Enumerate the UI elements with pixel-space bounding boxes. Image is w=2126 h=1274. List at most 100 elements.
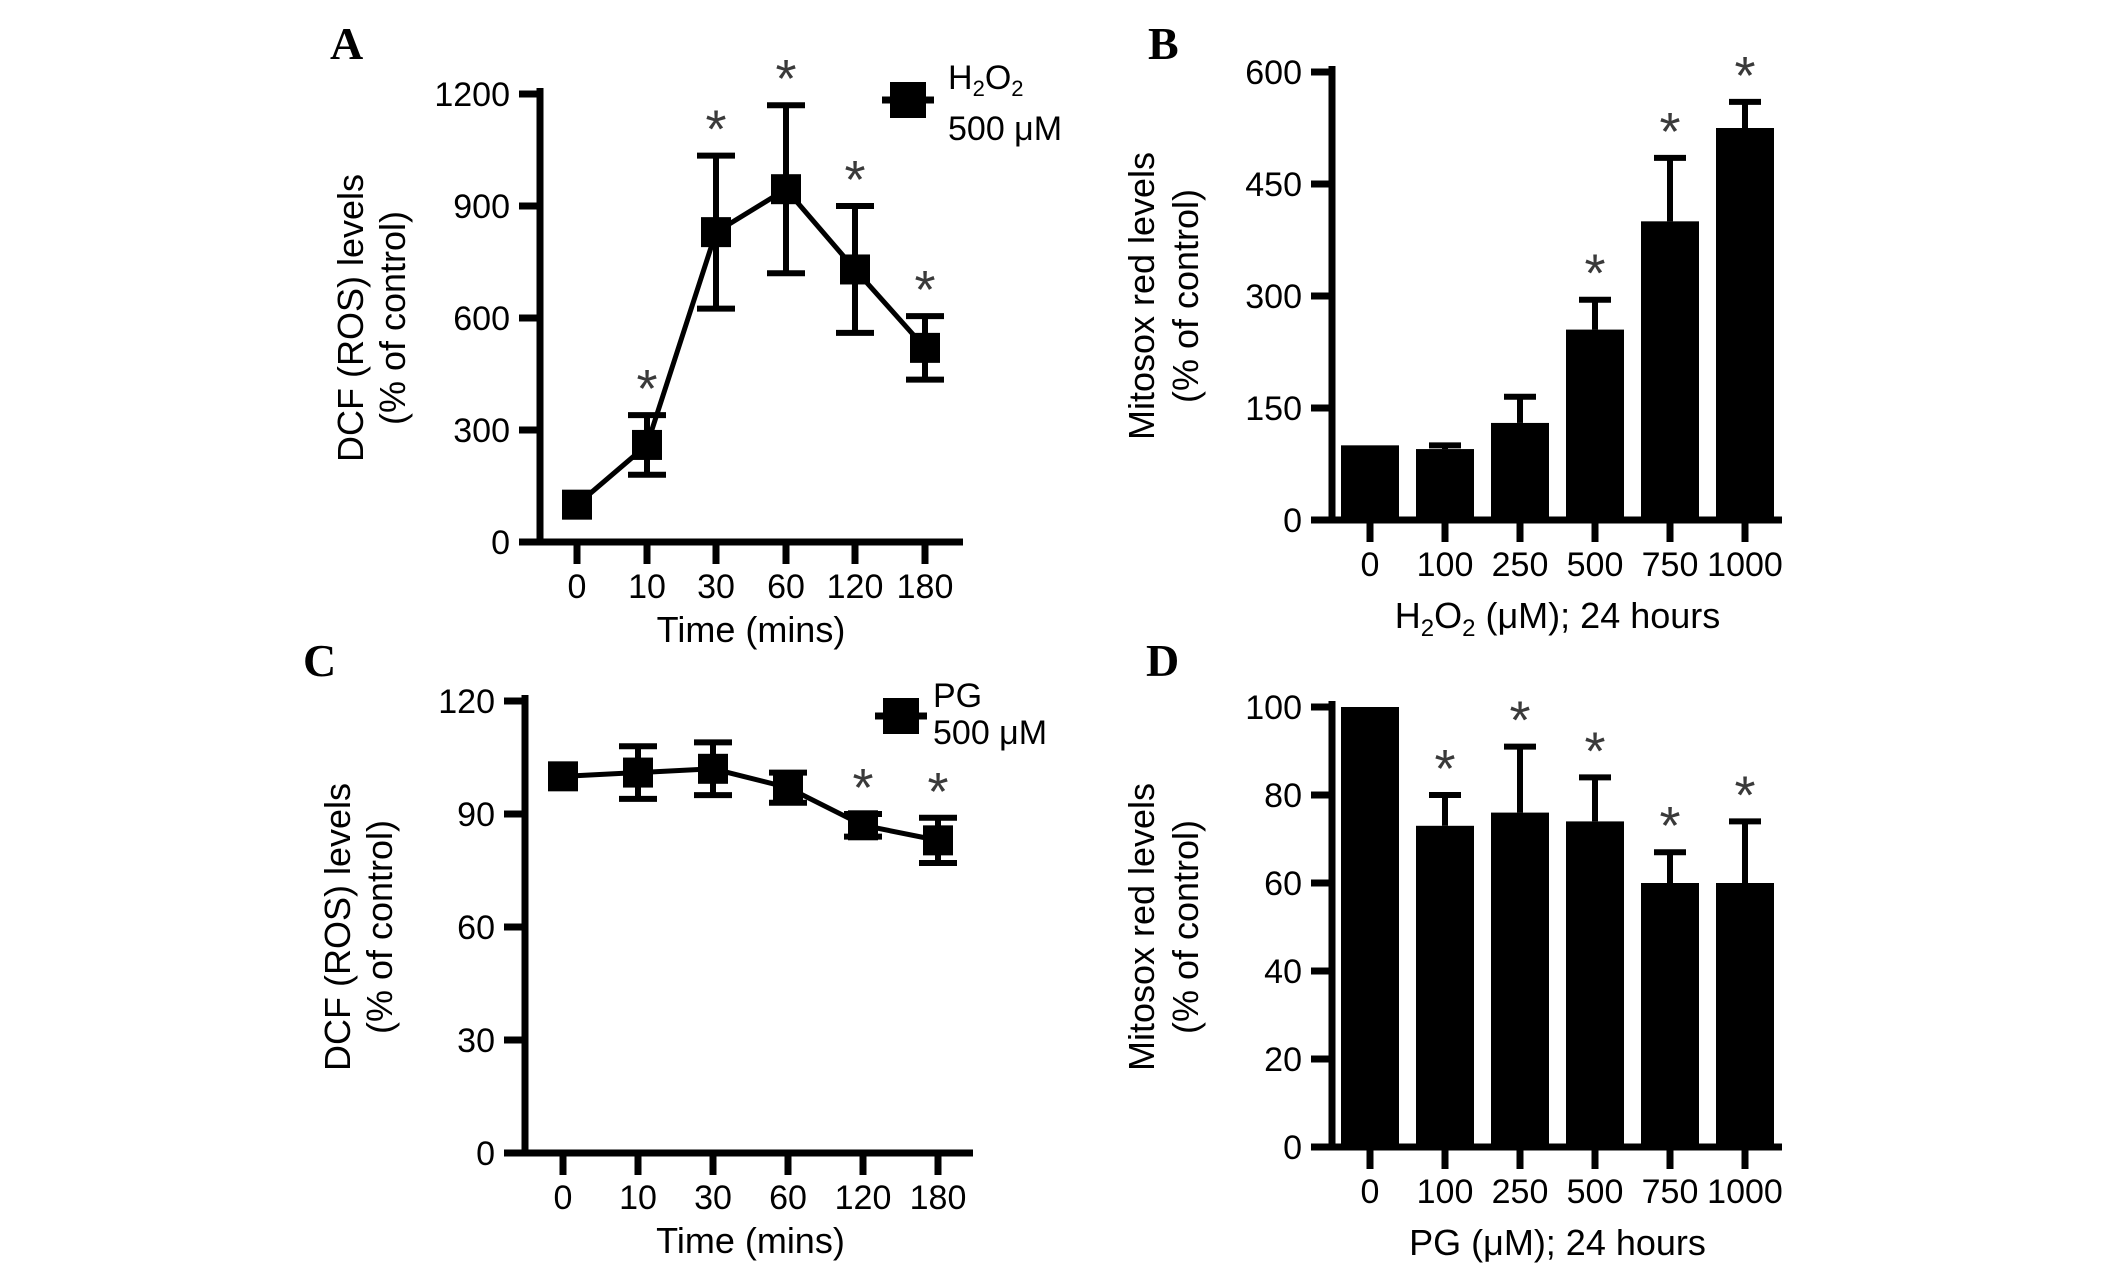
- y-tick-label: 1200: [434, 76, 510, 114]
- bar-750: [1641, 883, 1699, 1147]
- x-tick-label: 500: [1567, 1173, 1624, 1211]
- x-tick-label: 1000: [1707, 546, 1783, 584]
- x-tick-label: 250: [1492, 1173, 1549, 1211]
- significance-asterisk: *: [844, 150, 865, 210]
- x-tick-label: 750: [1642, 1173, 1699, 1211]
- x-tick-label: 0: [1361, 1173, 1380, 1211]
- y-tick-label: 20: [1264, 1041, 1302, 1079]
- significance-asterisk: *: [852, 758, 873, 818]
- data-point-marker: [548, 761, 578, 792]
- significance-asterisk: *: [636, 359, 657, 419]
- x-tick-label: 10: [628, 568, 666, 606]
- axes: [1328, 701, 1782, 1151]
- data-point-marker: [632, 429, 662, 460]
- legend-marker: [883, 698, 919, 734]
- x-tick-label: 180: [910, 1179, 967, 1217]
- y-axis-label: (% of control): [359, 820, 400, 1034]
- data-point-marker: [771, 174, 801, 205]
- x-tick-label: 0: [1361, 546, 1380, 584]
- data-point-marker: [701, 217, 731, 248]
- panel-c-chart-svg: 0 30 60 90 120 0 10 30 60 120 180 Time (mins) DCF (R…: [317, 677, 1047, 1261]
- y-tick-label: 300: [1245, 278, 1302, 316]
- significance-asterisk: *: [1659, 796, 1680, 856]
- y-tick-label: 300: [453, 412, 510, 450]
- significance-asterisk: *: [1734, 46, 1755, 106]
- y-tick-label: 600: [453, 300, 510, 338]
- bar-250: [1491, 422, 1549, 520]
- data-point-marker: [840, 254, 870, 285]
- significance-asterisk: *: [1734, 765, 1755, 825]
- y-axis-label: DCF (ROS) levels: [317, 783, 358, 1071]
- x-tick-label: 180: [897, 568, 954, 606]
- x-tick-label: 750: [1642, 546, 1699, 584]
- y-tick-label: 80: [1264, 777, 1302, 815]
- x-tick-label: 0: [554, 1179, 573, 1217]
- data-point-marker: [562, 489, 592, 520]
- panel-b-letter: B: [1148, 18, 1179, 69]
- significance-asterisk: *: [1509, 691, 1530, 751]
- y-tick-label: 900: [453, 188, 510, 226]
- panel-b-bar-chart: 0 150 300 450 600 0 100 250 500 750 1000 H2O2 (μM);…: [1120, 0, 1880, 660]
- bar-1000: [1716, 883, 1774, 1147]
- panel-c-letter: C: [303, 635, 337, 686]
- data-point-marker: [910, 332, 940, 363]
- y-tick-label: 60: [1264, 865, 1302, 903]
- data-point-marker: [848, 810, 878, 841]
- panel-c-line-chart: 0 30 60 90 120 0 10 30 60 120 180 Time (mins) DCF (R…: [260, 640, 1120, 1274]
- x-axis-label: H2O2 (μM); 24 hours: [1395, 595, 1721, 642]
- bar-0: [1341, 445, 1399, 520]
- x-tick-label: 60: [769, 1179, 807, 1217]
- bar-0: [1341, 707, 1399, 1147]
- significance-asterisk: *: [1584, 244, 1605, 304]
- x-tick-label: 10: [619, 1179, 657, 1217]
- axes: [1328, 66, 1782, 524]
- x-axis-label: Time (mins): [657, 609, 846, 650]
- panel-b-chart-svg: 0 150 300 450 600 0 100 250 500 750 1000 H2O2 (μM);…: [1121, 46, 1783, 642]
- bar-500: [1566, 329, 1624, 520]
- y-axis-label: (% of control): [1165, 820, 1206, 1034]
- y-tick-label: 120: [438, 683, 495, 721]
- data-point-marker: [923, 825, 953, 856]
- series-line: [562, 766, 939, 843]
- bar-100: [1416, 449, 1474, 520]
- panel-a-line-chart: 0 300 600 900 1200 0 10 30 60 120 180 Time (mins) DC…: [260, 0, 1120, 660]
- x-tick-label: 500: [1567, 546, 1624, 584]
- legend-label: 500 μM: [933, 714, 1047, 752]
- x-tick-label: 120: [835, 1179, 892, 1217]
- y-axis-label: (% of control): [1165, 189, 1206, 403]
- y-tick-label: 30: [457, 1022, 495, 1060]
- panel-d-letter: D: [1146, 635, 1180, 686]
- x-tick-label: 30: [697, 568, 735, 606]
- data-point-marker: [698, 753, 728, 784]
- y-tick-label: 0: [1283, 1129, 1302, 1167]
- bar-500: [1566, 821, 1624, 1147]
- legend-label: PG: [933, 677, 982, 715]
- x-tick-label: 1000: [1707, 1173, 1783, 1211]
- legend-marker: [890, 82, 926, 118]
- significance-asterisk: *: [1434, 739, 1455, 799]
- legend-label: 500 μM: [948, 110, 1062, 148]
- significance-asterisk: *: [1659, 102, 1680, 162]
- x-tick-label: 100: [1417, 1173, 1474, 1211]
- x-tick-label: 60: [767, 568, 805, 606]
- significance-asterisk: *: [927, 762, 948, 822]
- x-tick-label: 120: [827, 568, 884, 606]
- y-axis-label: DCF (ROS) levels: [330, 174, 371, 462]
- significance-asterisk: *: [705, 100, 726, 160]
- data-point-marker: [773, 772, 803, 803]
- significance-asterisk: *: [775, 49, 796, 109]
- significance-asterisk: *: [1584, 721, 1605, 781]
- bar-100: [1416, 825, 1474, 1147]
- x-axis-label: Time (mins): [656, 1220, 845, 1261]
- y-tick-label: 600: [1245, 54, 1302, 92]
- y-tick-label: 0: [476, 1135, 495, 1173]
- y-tick-label: 0: [491, 524, 510, 562]
- x-tick-label: 30: [694, 1179, 732, 1217]
- y-tick-label: 40: [1264, 953, 1302, 991]
- axes: [536, 88, 963, 546]
- significance-asterisk: *: [914, 260, 935, 320]
- x-axis-label: PG (μM); 24 hours: [1409, 1222, 1706, 1263]
- legend-label: H2O2: [948, 59, 1024, 101]
